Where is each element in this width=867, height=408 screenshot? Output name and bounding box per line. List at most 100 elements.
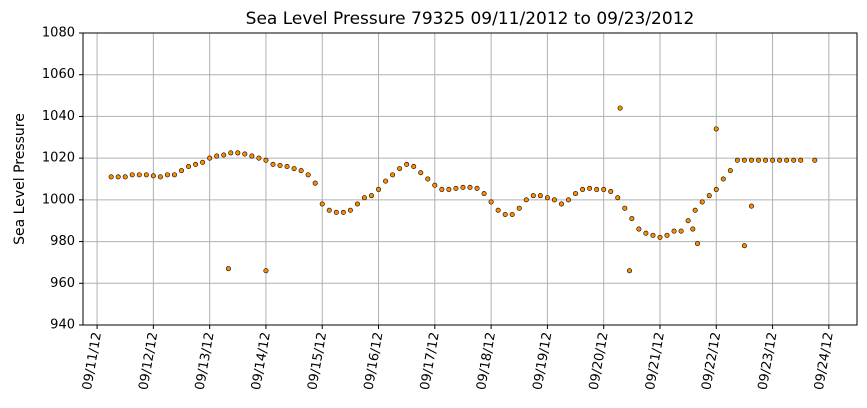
data-point (122, 174, 128, 180)
y-tick-label: 1060 (42, 67, 75, 82)
data-point (558, 201, 564, 207)
data-point (812, 157, 818, 163)
data-point (734, 157, 740, 163)
data-point (580, 186, 586, 192)
y-tick-label: 980 (50, 234, 75, 249)
data-point (305, 172, 311, 178)
y-axis-label: Sea Level Pressure (12, 113, 28, 245)
data-point (277, 162, 283, 168)
data-point (200, 159, 206, 165)
data-point (720, 176, 726, 182)
data-point (566, 197, 572, 203)
data-point (418, 170, 424, 176)
data-point (748, 203, 754, 209)
data-point (242, 151, 248, 157)
data-point (383, 178, 389, 184)
data-point (692, 207, 698, 213)
data-point (573, 191, 579, 197)
data-point (157, 174, 163, 180)
data-point (509, 211, 515, 217)
data-point (446, 186, 452, 192)
data-point (643, 230, 649, 236)
data-point (467, 184, 473, 190)
data-point (193, 161, 199, 167)
chart-title: Sea Level Pressure 79325 09/11/2012 to 0… (246, 9, 695, 29)
data-point (143, 172, 149, 178)
data-point (108, 174, 114, 180)
data-point (685, 218, 691, 224)
data-point (263, 268, 269, 274)
data-points (108, 105, 818, 274)
y-tick-label: 1020 (42, 151, 75, 166)
data-point (636, 226, 642, 232)
data-point (214, 153, 220, 159)
y-tick-label: 940 (50, 318, 75, 333)
data-point (221, 152, 227, 158)
data-point (179, 168, 185, 174)
data-point (453, 185, 459, 191)
data-point (326, 207, 332, 213)
data-point (650, 232, 656, 238)
data-point (319, 201, 325, 207)
data-point (235, 150, 241, 156)
data-point (755, 157, 761, 163)
data-point (695, 241, 701, 247)
data-point (741, 243, 747, 249)
data-point (617, 105, 623, 111)
data-point (502, 211, 508, 217)
data-point (129, 172, 135, 178)
data-point (629, 216, 635, 222)
data-point (284, 163, 290, 169)
data-point (411, 163, 417, 169)
data-point (225, 266, 231, 272)
data-point (376, 186, 382, 192)
data-point (690, 226, 696, 232)
data-point (523, 197, 529, 203)
data-point (347, 207, 353, 213)
data-point (186, 163, 192, 169)
data-point (312, 180, 318, 186)
data-point (587, 185, 593, 191)
data-point (741, 157, 747, 163)
data-point (763, 157, 769, 163)
y-tick-label: 960 (50, 276, 75, 291)
y-tick-label: 1040 (42, 109, 75, 124)
data-point (551, 197, 557, 203)
data-point (727, 168, 733, 174)
data-point (481, 191, 487, 197)
data-point (263, 157, 269, 163)
data-point (699, 199, 705, 205)
data-point (626, 268, 632, 274)
data-point (748, 157, 754, 163)
y-tick-label: 1000 (42, 192, 75, 207)
data-point (164, 172, 170, 178)
data-point (713, 126, 719, 132)
data-point (115, 174, 121, 180)
data-point (298, 168, 304, 174)
data-point (249, 153, 255, 159)
data-point (390, 172, 396, 178)
data-point (664, 232, 670, 238)
data-point (150, 173, 156, 179)
data-point (340, 209, 346, 215)
data-point (228, 150, 234, 156)
data-point (791, 157, 797, 163)
data-point (460, 184, 466, 190)
data-point (516, 205, 522, 211)
plot-frame (82, 32, 858, 326)
y-tick-label: 1080 (42, 26, 75, 41)
data-point (397, 166, 403, 172)
data-point (368, 193, 374, 199)
data-point (678, 228, 684, 234)
data-point (601, 186, 607, 192)
data-point (537, 193, 543, 199)
data-point (474, 185, 480, 191)
data-point (291, 166, 297, 172)
data-point (270, 161, 276, 167)
data-point (784, 157, 790, 163)
y-axis-ticks: 940 960 980 1000 1020 1040 1060 1080 (42, 26, 83, 333)
data-point (136, 172, 142, 178)
data-point (777, 157, 783, 163)
data-point (594, 186, 600, 192)
